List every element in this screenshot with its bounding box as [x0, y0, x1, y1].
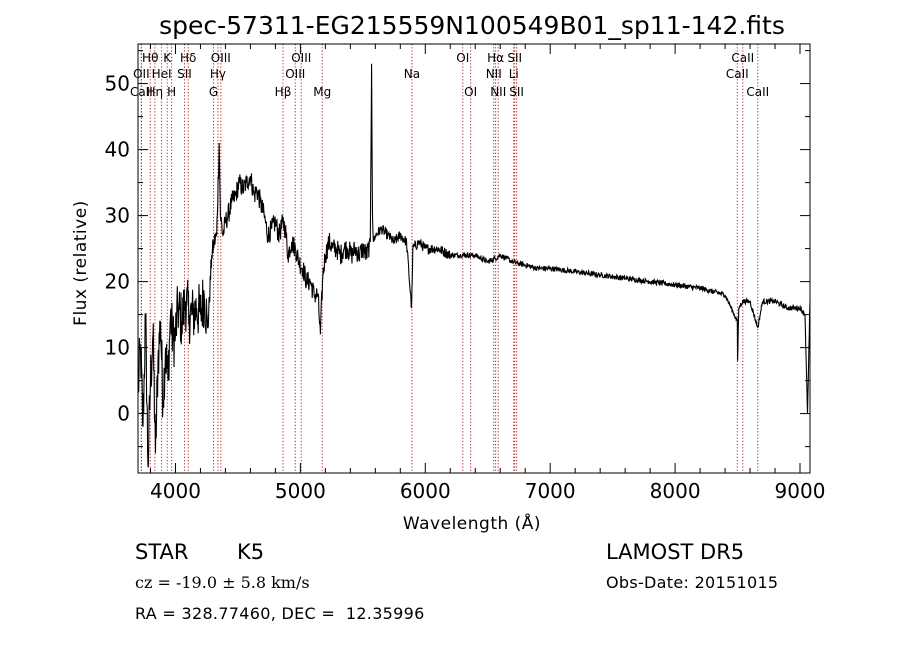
spectral-line-label: Hδ	[180, 51, 196, 65]
object-subclass: K5	[237, 540, 265, 564]
y-tick-label: 0	[117, 402, 130, 426]
spectral-line-label: Hβ	[275, 85, 292, 99]
x-axis-ticks: 4000 5000 6000 7000 8000 9000	[149, 44, 826, 503]
y-tick-label: 50	[105, 72, 130, 96]
spectral-line-label: OI	[464, 85, 477, 99]
x-tick-label: 9000	[775, 479, 826, 503]
spectral-line-label: Mg	[313, 85, 331, 99]
spectral-line-label: Hθ	[142, 51, 158, 65]
x-tick-label: 8000	[650, 479, 701, 503]
x-tick-label: 4000	[150, 479, 201, 503]
spectral-line-label: OIII	[291, 51, 311, 65]
spectral-line-label: SII	[509, 85, 524, 99]
spectral-line-label: NII	[490, 85, 506, 99]
x-tick-label: 5000	[275, 479, 326, 503]
plot-frame	[137, 43, 811, 474]
spectral-line-label: OIII	[285, 67, 305, 81]
spectrum-series-line	[137, 63, 811, 468]
spectral-line-label: NII	[486, 67, 502, 81]
coordinates-text: RA = 328.77460, DEC = 12.35996	[135, 604, 425, 623]
spectral-line-label: Hη	[147, 85, 164, 99]
y-tick-label: 10	[105, 336, 130, 360]
y-axis-label: Flux (relative)	[71, 200, 91, 326]
y-tick-label: 30	[105, 204, 130, 228]
spectral-line-label: OIII	[211, 51, 231, 65]
spectral-line-label: Hα	[487, 51, 504, 65]
survey-name: LAMOST DR5	[606, 540, 745, 564]
spectral-line-label: CaII	[746, 85, 769, 99]
spectral-line-label: HeI	[152, 67, 172, 81]
spectral-line-markers	[140, 44, 759, 473]
x-tick-label: 6000	[400, 479, 451, 503]
spectral-line-label: CaII	[731, 51, 754, 65]
spectral-line-label: SII	[507, 51, 522, 65]
x-axis-label: Wavelength (Å)	[403, 512, 541, 534]
spectral-line-label: Na	[404, 67, 420, 81]
spectral-line-label: CaII	[726, 67, 749, 81]
spectral-line-label: OI	[456, 51, 469, 65]
spectral-line-label: SII	[177, 67, 192, 81]
spectral-line-label: Hγ	[210, 67, 226, 81]
y-tick-label: 40	[105, 138, 130, 162]
y-axis-ticks: 0 10 20 30 40 50	[105, 50, 810, 448]
spectral-line-label: CaII	[130, 85, 153, 99]
y-tick-label: 20	[105, 270, 130, 294]
chart-title: spec-57311-EG215559N100549B01_sp11-142.f…	[159, 11, 785, 40]
spectral-line-label: K	[163, 51, 172, 65]
object-class: STAR	[135, 540, 189, 564]
spectral-line-label: H	[167, 85, 176, 99]
spectral-line-label: Li	[509, 67, 519, 81]
x-tick-label: 7000	[525, 479, 576, 503]
obs-date-text: Obs-Date: 20151015	[606, 573, 779, 592]
redshift-text: cz = -19.0 ± 5.8 km/s	[135, 573, 310, 592]
spectral-line-label: OII	[133, 67, 150, 81]
spectral-line-label: G	[209, 85, 218, 99]
